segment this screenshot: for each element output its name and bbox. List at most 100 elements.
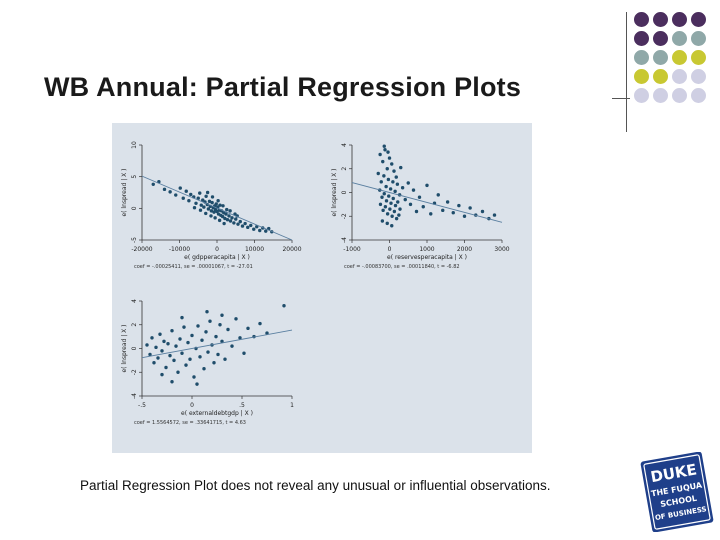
y-tick-label: 2 xyxy=(341,167,348,171)
data-point xyxy=(236,222,240,226)
data-point xyxy=(380,195,384,199)
data-point xyxy=(206,350,210,354)
data-point xyxy=(394,175,398,179)
data-point xyxy=(392,209,397,214)
x-tick-label: 0 xyxy=(215,246,219,253)
data-point xyxy=(212,361,216,365)
data-point xyxy=(166,342,170,346)
fit-line xyxy=(351,182,503,223)
decor-dot xyxy=(691,88,706,103)
data-point xyxy=(265,331,269,335)
x-axis-label: e( externaldebtgdp | X ) xyxy=(181,410,253,417)
data-point xyxy=(170,380,174,384)
data-point xyxy=(411,188,416,192)
data-point xyxy=(208,319,212,323)
data-point xyxy=(223,216,227,221)
data-point xyxy=(178,186,182,190)
data-point xyxy=(397,213,401,217)
decor-dot xyxy=(672,31,687,46)
data-point xyxy=(238,336,242,340)
data-point xyxy=(386,177,391,182)
data-point xyxy=(184,189,188,193)
decor-dot xyxy=(653,69,668,84)
data-point xyxy=(234,317,238,321)
data-point xyxy=(168,190,172,194)
data-point xyxy=(380,219,385,223)
data-point xyxy=(417,195,422,199)
y-tick-label: 0 xyxy=(131,206,138,210)
data-point xyxy=(162,339,166,344)
data-point xyxy=(186,340,190,345)
data-point xyxy=(388,187,393,191)
data-point xyxy=(387,156,392,160)
data-point xyxy=(162,187,167,192)
data-point xyxy=(210,195,215,199)
data-point xyxy=(392,169,396,173)
x-tick-label: -1000 xyxy=(343,246,361,253)
data-point xyxy=(222,221,226,226)
data-point xyxy=(232,221,236,225)
y-tick-label: -5 xyxy=(131,237,138,243)
data-point xyxy=(195,382,199,386)
data-point xyxy=(227,214,231,218)
data-point xyxy=(238,219,242,224)
data-point xyxy=(393,189,397,194)
data-point xyxy=(220,214,225,219)
data-point xyxy=(226,327,230,332)
data-point xyxy=(258,321,262,326)
data-point xyxy=(445,200,450,204)
data-point xyxy=(218,323,222,327)
data-point xyxy=(207,199,212,204)
x-tick-label: 3000 xyxy=(494,246,509,253)
decor-dot xyxy=(672,12,687,27)
data-point xyxy=(436,193,440,197)
data-point xyxy=(158,332,162,336)
data-point xyxy=(174,193,178,197)
data-point xyxy=(148,352,152,357)
data-point xyxy=(381,159,385,164)
y-tick-label: -4 xyxy=(131,393,138,399)
data-point xyxy=(225,218,230,222)
data-point xyxy=(406,181,410,185)
data-point xyxy=(220,313,224,317)
data-point xyxy=(192,206,197,210)
data-point xyxy=(198,208,203,212)
data-point xyxy=(414,209,419,214)
x-tick-label: .5 xyxy=(239,402,245,409)
x-tick-label: 1000 xyxy=(419,246,434,253)
data-point xyxy=(258,228,262,233)
data-point xyxy=(399,165,403,170)
data-point xyxy=(391,180,395,184)
data-point xyxy=(379,180,383,184)
data-point xyxy=(190,333,194,338)
decor-dot xyxy=(691,69,706,84)
decor-vertical-rule xyxy=(626,12,627,132)
data-point xyxy=(204,211,208,216)
data-point xyxy=(188,357,192,361)
y-tick-label: 0 xyxy=(341,190,348,194)
data-point xyxy=(246,225,250,230)
data-point xyxy=(246,326,250,331)
data-point xyxy=(199,203,203,207)
data-point xyxy=(180,315,184,320)
data-point xyxy=(196,324,200,328)
regression-note: coef = -.00083700, se = .00011840, t = -… xyxy=(344,264,460,270)
data-point xyxy=(180,351,184,355)
decor-dot xyxy=(672,88,687,103)
data-point xyxy=(209,209,214,213)
data-point xyxy=(214,202,218,206)
data-point xyxy=(384,184,388,189)
decor-dot xyxy=(672,69,687,84)
data-point xyxy=(156,356,160,360)
data-point xyxy=(204,330,208,334)
data-point xyxy=(200,338,204,342)
chart-lnspread-vs-reservesperacapita: -4 -2 0 2 4 -1000 0 1000 2000 3000 e( lnspread | X… xyxy=(331,143,510,270)
duke-fuqua-logo: DUKE THE FUQUA SCHOOL OF BUSINESS xyxy=(640,452,714,532)
data-point xyxy=(178,337,182,341)
data-point xyxy=(223,357,227,361)
data-point xyxy=(387,194,391,198)
data-point xyxy=(394,216,399,221)
data-point xyxy=(255,225,259,229)
regression-note: coef = 1.5564572, se = .33641715, t = 4.… xyxy=(134,420,246,426)
